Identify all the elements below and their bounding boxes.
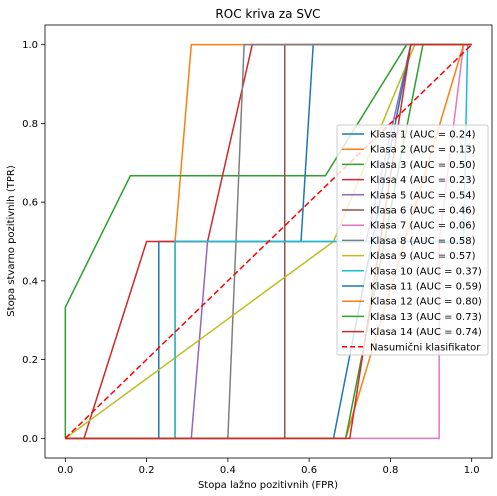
- x-tick-label: 0.8: [382, 465, 398, 476]
- y-tick-label: 0.2: [22, 355, 38, 366]
- legend-label: Klasa 11 (AUC = 0.59): [370, 282, 482, 293]
- y-tick-label: 1.0: [22, 40, 38, 51]
- legend-label: Klasa 14 (AUC = 0.74): [370, 327, 482, 338]
- axes-frame: [44, 24, 493, 459]
- series-line-15: [64, 44, 473, 439]
- legend-label: Klasa 1 (AUC = 0.24): [370, 130, 476, 141]
- legend-box: [336, 124, 489, 356]
- legend-label: Klasa 3 (AUC = 0.50): [370, 160, 476, 171]
- legend-label: Klasa 10 (AUC = 0.37): [370, 266, 482, 277]
- legend-label: Klasa 2 (AUC = 0.13): [370, 145, 476, 156]
- x-tick-label: 0.2: [139, 465, 155, 476]
- legend-label: Klasa 12 (AUC = 0.80): [370, 297, 482, 308]
- x-tick-label: 0.4: [220, 465, 236, 476]
- legend-label: Klasa 6 (AUC = 0.46): [370, 206, 476, 217]
- x-tick-label: 1.0: [464, 465, 480, 476]
- x-axis-ticks: 0.0 0.2 0.4 0.6 0.8 1.0: [57, 458, 480, 476]
- y-axis-ticks: 0.0 0.2 0.4 0.6 0.8 1.0: [22, 40, 45, 445]
- legend-label: Klasa 8 (AUC = 0.58): [370, 236, 476, 247]
- x-tick-label: 0.6: [301, 465, 317, 476]
- y-axis-label: Stopa stvarno pozitivnih (TPR): [6, 165, 17, 317]
- legend-label: Klasa 5 (AUC = 0.54): [370, 190, 476, 201]
- legend-label: Klasa 9 (AUC = 0.57): [370, 251, 476, 262]
- legend-label: Nasumični klasifikator: [370, 341, 481, 353]
- y-tick-label: 0.8: [22, 119, 38, 130]
- x-axis-label: Stopa lažno pozitivnih (FPR): [198, 479, 338, 491]
- legend-items: Klasa 1 (AUC = 0.24) Klasa 2 (AUC = 0.13)…: [342, 130, 482, 353]
- legend: Klasa 1 (AUC = 0.24) Klasa 2 (AUC = 0.13)…: [336, 124, 489, 356]
- chart-title: ROC kriva za SVC: [215, 7, 320, 21]
- legend-label: Klasa 13 (AUC = 0.73): [370, 312, 482, 323]
- legend-label: Klasa 4 (AUC = 0.23): [370, 175, 476, 186]
- y-tick-label: 0.6: [22, 198, 38, 209]
- y-tick-label: 0.0: [22, 434, 38, 445]
- x-tick-label: 0.0: [57, 465, 73, 476]
- legend-label: Klasa 7 (AUC = 0.06): [370, 221, 476, 232]
- y-tick-label: 0.4: [22, 276, 38, 287]
